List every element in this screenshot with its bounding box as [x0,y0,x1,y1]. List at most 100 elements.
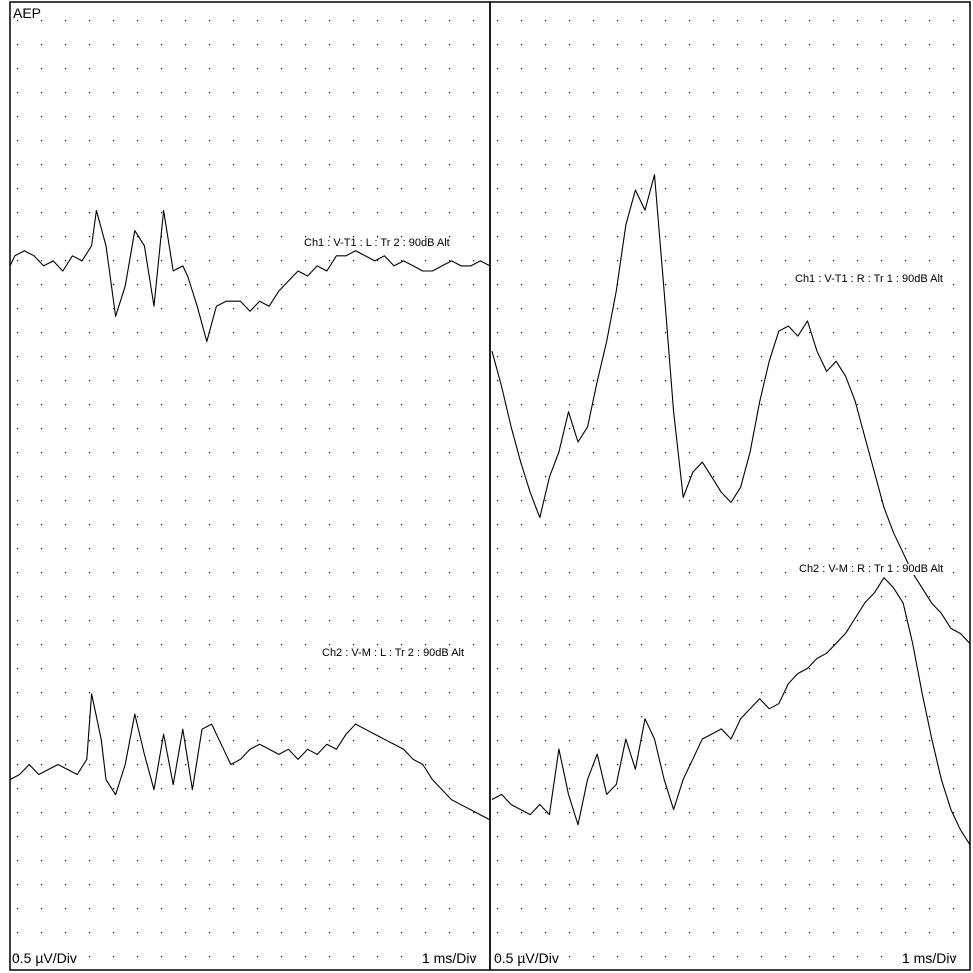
grid-dot [377,140,379,142]
grid-dot [185,644,187,646]
grid-dot [209,404,211,406]
grid-dot [497,68,499,70]
grid-dot [641,884,643,886]
grid-dot [857,644,859,646]
grid-dot [113,740,115,742]
grid-dot [761,68,763,70]
grid-dot [353,548,355,550]
grid-dot [953,764,955,766]
grid-dot [449,644,451,646]
grid-dot [89,692,91,694]
grid-dot [641,44,643,46]
grid-dot [17,788,19,790]
grid-dot [713,20,715,22]
grid-dot [353,380,355,382]
grid-dot [569,356,571,358]
grid-dot [137,236,139,238]
grid-dot [953,812,955,814]
grid-dot [329,188,331,190]
grid-dot [401,788,403,790]
grid-dot [425,212,427,214]
grid-dot [569,188,571,190]
grid-dot [473,188,475,190]
grid-dot [857,668,859,670]
grid-dot [617,548,619,550]
grid-dot [401,452,403,454]
grid-dot [497,380,499,382]
grid-dot [449,212,451,214]
grid-dot [905,236,907,238]
grid-dot [137,548,139,550]
grid-dot [257,812,259,814]
grid-dot [185,788,187,790]
grid-dot [545,68,547,70]
grid-dot [953,668,955,670]
grid-dot [713,260,715,262]
grid-dot [545,716,547,718]
grid-dot [305,356,307,358]
grid-dot [617,212,619,214]
grid-dot [617,524,619,526]
grid-dot [929,68,931,70]
grid-dot [689,212,691,214]
grid-dot [161,476,163,478]
grid-dot [881,428,883,430]
grid-dot [953,140,955,142]
grid-dot [761,260,763,262]
grid-dot [665,620,667,622]
grid-dot [569,116,571,118]
grid-dot [521,548,523,550]
grid-dot [761,956,763,958]
grid-dot [353,356,355,358]
grid-dot [593,212,595,214]
grid-dot [665,92,667,94]
grid-dot [449,764,451,766]
grid-dot [689,68,691,70]
grid-dot [425,644,427,646]
grid-dot [809,44,811,46]
grid-dot [401,596,403,598]
grid-dot [41,548,43,550]
grid-dot [401,92,403,94]
grid-dot [737,572,739,574]
grid-dot [833,500,835,502]
grid-dot [905,92,907,94]
grid-dot [761,428,763,430]
grid-dot [473,860,475,862]
grid-dot [425,524,427,526]
grid-dot [881,932,883,934]
grid-dot [689,524,691,526]
grid-dot [905,788,907,790]
grid-dot [809,908,811,910]
grid-dot [785,860,787,862]
grid-dot [689,620,691,622]
grid-dot [713,92,715,94]
grid-dot [689,692,691,694]
grid-dot [569,548,571,550]
grid-dot [881,332,883,334]
grid-dot [737,284,739,286]
grid-dot [353,44,355,46]
grid-dot [593,44,595,46]
grid-dot [665,644,667,646]
grid-dot [41,500,43,502]
grid-dot [113,164,115,166]
grid-dot [113,404,115,406]
grid-dot [881,716,883,718]
grid-dot [17,68,19,70]
grid-dot [137,716,139,718]
grid-dot [833,812,835,814]
grid-dot [809,500,811,502]
grid-dot [737,140,739,142]
grid-dot [305,620,307,622]
grid-dot [737,188,739,190]
grid-dot [305,404,307,406]
grid-dot [305,836,307,838]
grid-dot [329,908,331,910]
grid-dot [185,956,187,958]
grid-dot [857,908,859,910]
grid-dot [665,476,667,478]
grid-dot [281,284,283,286]
grid-dot [545,740,547,742]
grid-dot [593,404,595,406]
